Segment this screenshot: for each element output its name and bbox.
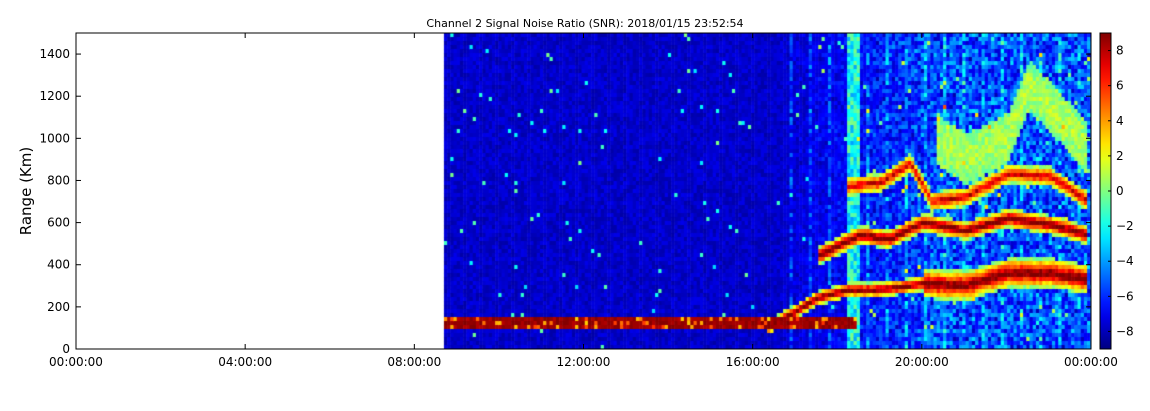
y-tick-label: 600 [47,216,70,230]
x-axis: 00:00:00 04:00:00 08:00:00 12:00:00 16:00:00… [49,33,1118,369]
colorbar-tick-label: 0 [1116,184,1124,198]
x-tick-label: 16:00:00 [726,355,780,369]
colorbar-tick-label: 4 [1116,114,1124,128]
colorbar-tick-label: −8 [1116,324,1134,338]
colorbar-tick-label: −6 [1116,289,1134,303]
y-tick-label: 200 [47,300,70,314]
x-tick-label: 12:00:00 [557,355,611,369]
colorbar-tick-label: −4 [1116,254,1134,268]
heatmap-image [76,33,1091,349]
x-tick-label: 20:00:00 [895,355,949,369]
y-tick-label: 0 [62,342,70,356]
colorbar-tick-label: 2 [1116,149,1124,163]
y-tick-label: 800 [47,173,70,187]
colorbar: −8 −6 −4 −2 0 2 4 6 8 [1099,32,1134,350]
x-tick-label: 08:00:00 [387,355,441,369]
x-tick-label: 00:00:00 [1064,355,1118,369]
y-tick-label: 1200 [39,89,70,103]
x-tick-label: 04:00:00 [218,355,272,369]
y-tick-label: 1000 [39,131,70,145]
plot-area [75,32,1092,350]
x-tick-label: 00:00:00 [49,355,103,369]
colorbar-tick-label: −2 [1116,219,1134,233]
y-axis-label: Range (Km) [17,147,35,235]
y-tick-label: 400 [47,258,70,272]
colorbar-tick-label: 8 [1116,44,1124,58]
y-tick-label: 1400 [39,47,70,61]
chart-title: Channel 2 Signal Noise Ratio (SNR): 2018… [426,17,743,30]
y-axis: 0 200 400 600 800 1000 1200 1400 [39,47,1091,356]
colorbar-tick-label: 6 [1116,79,1124,93]
